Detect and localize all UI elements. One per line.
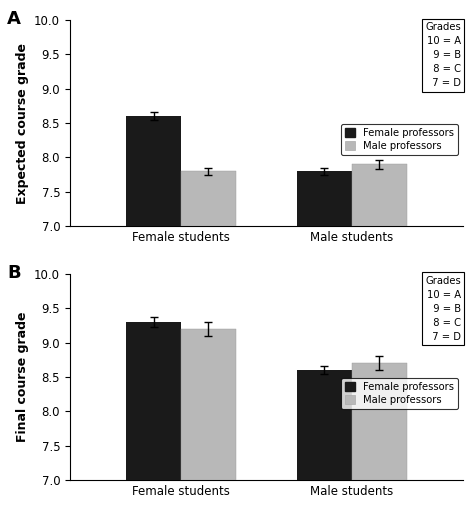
Text: B: B — [7, 264, 21, 281]
Bar — [181, 329, 236, 480]
Legend: Female professors, Male professors: Female professors, Male professors — [341, 378, 458, 409]
Text: Grades
10 = A
  9 = B
  8 = C
  7 = D: Grades 10 = A 9 = B 8 = C 7 = D — [425, 276, 461, 342]
Bar — [297, 370, 352, 480]
Bar — [181, 171, 236, 226]
Text: Grades
10 = A
  9 = B
  8 = C
  7 = D: Grades 10 = A 9 = B 8 = C 7 = D — [425, 22, 461, 88]
Bar — [352, 363, 407, 480]
Bar — [126, 322, 181, 480]
Bar — [126, 116, 181, 226]
Bar — [297, 171, 352, 226]
Legend: Female professors, Male professors: Female professors, Male professors — [341, 124, 458, 155]
Y-axis label: Expected course grade: Expected course grade — [16, 43, 28, 204]
Text: A: A — [7, 10, 21, 27]
Bar — [352, 164, 407, 226]
Y-axis label: Final course grade: Final course grade — [16, 312, 28, 442]
